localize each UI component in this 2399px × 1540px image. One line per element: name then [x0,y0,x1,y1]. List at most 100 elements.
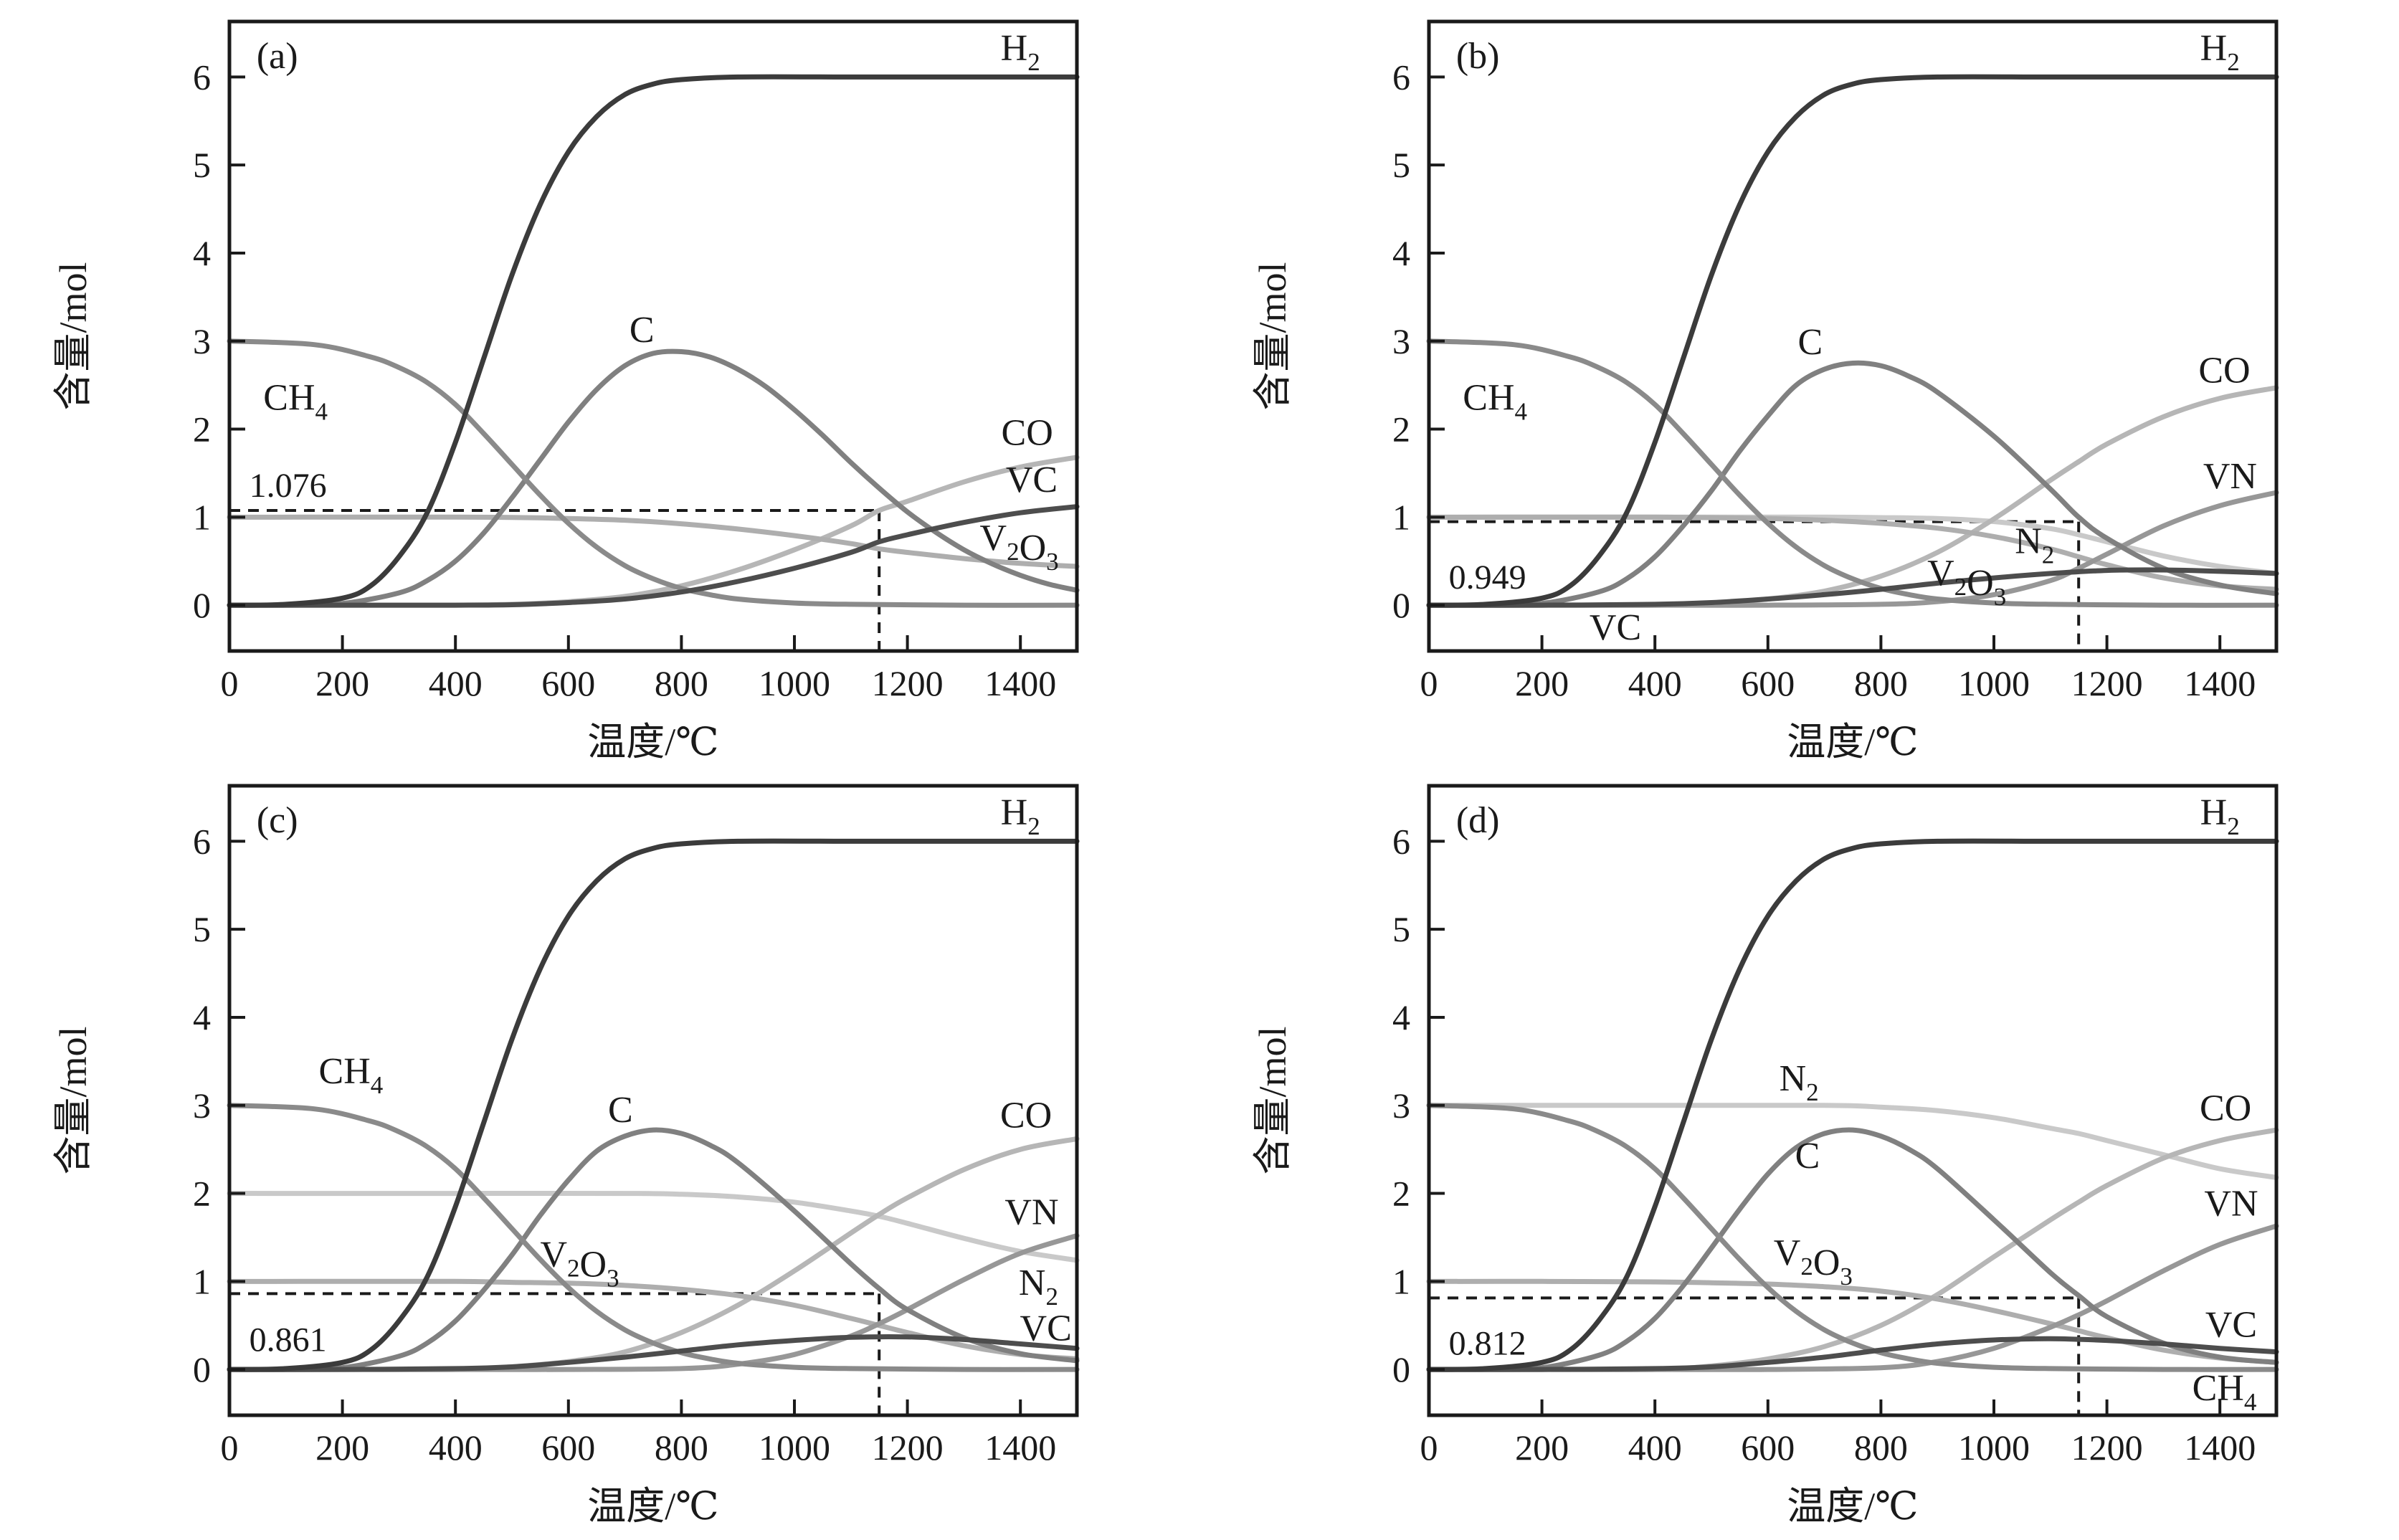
chart-b: 0 200 400 600 800 1000 1200 1400 0 1 2 3 4 5 6 温度/℃ 含量/m… [1251,19,2279,764]
curve-vc-c [227,1334,1080,1372]
curve-h2-b [1426,74,2279,608]
x-tick-label: 1000 [759,663,830,703]
curve-label-vn-c: VN [1004,1192,1058,1233]
curve-label-c-a: C [630,310,655,351]
x-axis-title: 温度/℃ [1787,1485,1918,1528]
x-tick-label: 1000 [1958,663,2030,703]
x-tick-label: 1000 [1958,1427,2030,1468]
curve-label-vn-d: VN [2204,1183,2258,1224]
curve-label-vn-b: VN [2203,456,2257,497]
panel-letter-a: (a) [257,36,298,77]
y-tick-label: 4 [1392,997,1410,1037]
panel-a: 0 200 400 600 800 1000 1200 1400 0 1 2 3 4 5 6 温度/℃ 含量/m… [29,11,1228,776]
x-tick-label: 1200 [2071,1427,2143,1468]
curve-label-ch4-a: CH4 [263,378,328,426]
curve-label-vc-b: VC [1590,607,1641,648]
curve-label-n2-d: N2 [1780,1058,1819,1106]
curve-vc-d [1426,1336,2279,1372]
curve-vc-b [1426,567,2279,608]
panel-c: 0 200 400 600 800 1000 1200 1400 0 1 2 3 4 5 6 温度/℃ 含量/m… [29,776,1228,1540]
x-tick-label: 1200 [872,1427,944,1468]
x-tick-label: 800 [655,1427,708,1468]
y-tick-label: 1 [193,497,211,537]
curve-c-a [227,348,1080,608]
x-tick-label: 0 [221,1427,239,1468]
x-tick-label: 200 [1515,663,1569,703]
x-tick-label: 0 [1420,1427,1438,1468]
annotation-dashes-c [229,1292,881,1415]
y-tick-label: 3 [193,1085,211,1126]
y-tick-label: 6 [1392,821,1410,861]
y-tick-label: 0 [193,1349,211,1389]
x-tick-label: 1400 [2184,1427,2256,1468]
x-tick-label: 600 [1741,663,1795,703]
curve-label-h2-b: H2 [2200,28,2240,76]
annotation-value-c: 0.861 [250,1321,327,1359]
y-axis-title: 含量/mol [52,1026,95,1174]
curve-v2o3-d [1426,1278,2279,1365]
curve-label-co-c: CO [1000,1095,1052,1136]
curve-ch4-c [227,1103,1080,1372]
curve-label-h2-a: H2 [1001,28,1040,76]
y-tick-label: 4 [193,233,211,273]
panel-letter-c: (c) [257,800,298,841]
y-tick-label: 2 [193,1174,211,1214]
chart-a: 0 200 400 600 800 1000 1200 1400 0 1 2 3 4 5 6 温度/℃ 含量/m… [52,19,1080,764]
x-tick-label: 1200 [872,663,944,703]
annotation-dashes-d [1429,1296,2081,1415]
x-tick-label: 400 [429,1427,483,1468]
panel-letter-d: (d) [1456,800,1500,841]
curve-v2o3-c [227,1278,1080,1361]
curve-label-ch4-b: CH4 [1463,378,1527,426]
y-tick-label: 3 [193,321,211,361]
chart-c: 0 200 400 600 800 1000 1200 1400 0 1 2 3 4 5 6 温度/℃ 含量/m… [52,784,1080,1528]
axis-ticks [228,840,1022,1415]
x-axis-title: 温度/℃ [1787,721,1918,764]
y-tick-label: 3 [1392,321,1410,361]
x-tick-label: 800 [655,663,708,703]
x-tick-label: 1000 [759,1427,830,1468]
y-tick-label: 3 [1392,1085,1410,1126]
curve-n2-c [227,1190,1080,1263]
curve-label-ch4-d: CH4 [2193,1368,2257,1416]
x-axis-title: 温度/℃ [587,1485,718,1528]
y-tick-label: 4 [1392,233,1410,273]
y-tick-label: 2 [1392,1174,1410,1214]
x-tick-label: 600 [1741,1427,1795,1468]
curve-vn-b [1426,490,2279,608]
x-tick-label: 200 [315,663,369,703]
curve-ch4-d [1426,1103,2279,1372]
curve-ch4-b [1426,338,2279,608]
y-tick-label: 6 [1392,57,1410,97]
axis-ticks [1427,840,2222,1415]
plot-frame [227,784,1079,1417]
curve-v2o3-a [227,514,1080,569]
x-tick-label: 0 [221,663,239,703]
x-tick-label: 800 [1854,663,1908,703]
curve-label-co-b: CO [2198,351,2250,391]
x-tick-label: 400 [1628,663,1682,703]
panel-letter-b: (b) [1456,36,1500,77]
plot-frame [1427,784,2279,1417]
x-tick-label: 1400 [2184,663,2256,703]
curve-label-h2-c: H2 [1001,792,1040,840]
y-tick-label: 1 [1392,1261,1410,1301]
curve-label-n2-b: N2 [2015,521,2054,569]
x-tick-label: 400 [1628,1427,1682,1468]
y-tick-label: 2 [1392,409,1410,450]
curve-vn-c [227,1233,1080,1372]
curve-h2-d [1426,838,2279,1372]
curve-label-co-d: CO [2200,1088,2251,1129]
curve-vc-a [227,504,1080,608]
x-tick-label: 1400 [984,1427,1056,1468]
curve-label-h2-d: H2 [2200,792,2240,840]
curve-h2-a [227,74,1080,608]
curve-label-vc-d: VC [2205,1305,2257,1346]
y-tick-label: 2 [193,409,211,450]
curve-c-b [1426,360,2279,608]
curve-ch4-a [227,338,1080,608]
x-tick-label: 200 [1515,1427,1569,1468]
curve-label-ch4-c: CH4 [319,1051,384,1099]
curve-h2-c [227,838,1080,1372]
